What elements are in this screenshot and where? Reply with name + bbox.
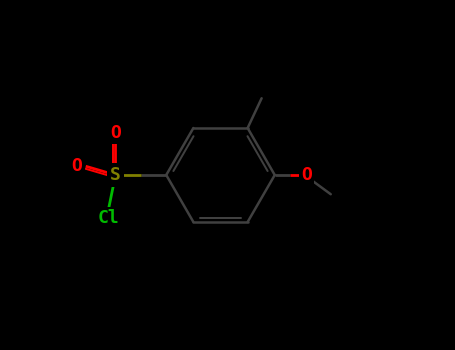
Text: O: O xyxy=(71,157,82,175)
Text: Cl: Cl xyxy=(98,209,119,227)
Text: S: S xyxy=(110,166,121,184)
Text: O: O xyxy=(301,166,312,184)
Text: O: O xyxy=(110,124,121,142)
